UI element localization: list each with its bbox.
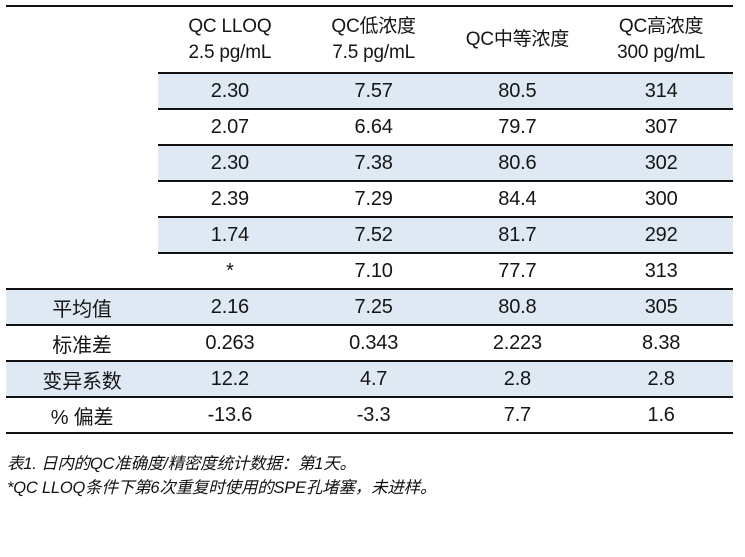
table-row: 2.39 7.29 84.4 300 xyxy=(6,182,733,218)
row-label: 变异系数 xyxy=(42,370,122,393)
row-values: 12.2 4.7 2.8 2.8 xyxy=(158,362,733,396)
row-values: * 7.10 77.7 313 xyxy=(158,254,733,288)
value-cell: 80.6 xyxy=(498,151,537,174)
value-cell: 1.6 xyxy=(647,403,675,426)
table-caption: 表1. 日内的QC准确度/精密度统计数据：第1天。 *QC LLOQ条件下第6次… xyxy=(7,452,727,500)
row-label xyxy=(6,146,158,182)
caption-footnote: *QC LLOQ条件下第6次重复时使用的SPE孔堵塞，未进样。 xyxy=(7,479,437,497)
table-row: 2.30 7.57 80.5 314 xyxy=(6,74,733,110)
table-row: 变异系数 12.2 4.7 2.8 2.8 xyxy=(6,362,733,398)
row-label xyxy=(6,110,158,146)
row-values: 2.16 7.25 80.8 305 xyxy=(158,290,733,324)
value-cell: 2.30 xyxy=(210,151,249,174)
value-cell: * xyxy=(226,259,234,282)
column-header-concentration: 2.5 pg/mL xyxy=(188,41,272,63)
value-cell: 8.38 xyxy=(642,331,681,354)
column-header-concentration: 7.5 pg/mL xyxy=(332,41,415,63)
table-row: 标准差 0.263 0.343 2.223 8.38 xyxy=(6,326,733,362)
value-cell: 7.52 xyxy=(354,223,393,246)
value-cell: 292 xyxy=(644,223,678,246)
value-cell: 2.30 xyxy=(210,79,249,102)
row-label xyxy=(6,254,158,288)
value-cell: 1.74 xyxy=(210,223,249,246)
caption-title: 表1. 日内的QC准确度/精密度统计数据：第1天。 xyxy=(7,455,356,473)
row-values: 2.07 6.64 79.7 307 xyxy=(158,110,733,146)
value-cell: 2.16 xyxy=(210,295,249,318)
value-cell: 2.8 xyxy=(647,367,675,390)
value-cell: -3.3 xyxy=(356,403,391,426)
value-cell: 80.5 xyxy=(498,79,537,102)
qc-statistics-table: QC LLOQ 2.5 pg/mL QC低浓度 7.5 pg/mL QC中等浓度… xyxy=(6,5,733,434)
row-values: 0.263 0.343 2.223 8.38 xyxy=(158,326,733,360)
value-cell: 302 xyxy=(644,151,678,174)
row-label: 标准差 xyxy=(52,334,112,357)
column-header-name: QC中等浓度 xyxy=(465,28,570,50)
value-cell: 2.223 xyxy=(492,331,542,354)
row-label xyxy=(6,74,158,110)
column-header-qc-lloq: QC LLOQ 2.5 pg/mL xyxy=(158,7,302,72)
value-cell: 84.4 xyxy=(498,187,537,210)
value-cell: 305 xyxy=(644,295,678,318)
column-header-qc-mid: QC中等浓度 xyxy=(446,7,590,72)
value-cell: 6.64 xyxy=(354,115,393,138)
column-header-name: QC LLOQ xyxy=(188,15,272,37)
row-values: 2.39 7.29 84.4 300 xyxy=(158,182,733,218)
value-cell: 0.343 xyxy=(349,331,399,354)
table-row: 平均值 2.16 7.25 80.8 305 xyxy=(6,290,733,326)
value-cell: 80.8 xyxy=(498,295,537,318)
value-cell: 81.7 xyxy=(498,223,537,246)
value-cell: 77.7 xyxy=(498,259,537,282)
value-cell: 7.29 xyxy=(354,187,393,210)
column-header-qc-low: QC低浓度 7.5 pg/mL xyxy=(302,7,446,72)
header-empty-cell xyxy=(6,7,158,74)
row-label: % 偏差 xyxy=(50,406,114,429)
value-cell: 7.7 xyxy=(503,403,531,426)
row-values: 2.30 7.38 80.6 302 xyxy=(158,146,733,182)
value-cell: 4.7 xyxy=(360,367,388,390)
value-cell: 300 xyxy=(644,187,678,210)
table-row: * 7.10 77.7 313 xyxy=(6,254,733,290)
row-label: 平均值 xyxy=(52,298,112,321)
column-header-name: QC低浓度 xyxy=(331,15,416,37)
value-cell: -13.6 xyxy=(207,403,253,426)
column-header-qc-high: QC高浓度 300 pg/mL xyxy=(589,7,733,72)
value-cell: 313 xyxy=(644,259,678,282)
table-row: 1.74 7.52 81.7 292 xyxy=(6,218,733,254)
value-cell: 7.38 xyxy=(354,151,393,174)
table-header-row: QC LLOQ 2.5 pg/mL QC低浓度 7.5 pg/mL QC中等浓度… xyxy=(6,7,733,74)
header-columns: QC LLOQ 2.5 pg/mL QC低浓度 7.5 pg/mL QC中等浓度… xyxy=(158,7,733,74)
value-cell: 2.07 xyxy=(210,115,249,138)
table-row: 2.30 7.38 80.6 302 xyxy=(6,146,733,182)
table-body: 2.30 7.57 80.5 314 2.07 6.64 79.7 307 2.30 7.38 80… xyxy=(6,74,733,434)
column-header-name: QC高浓度 xyxy=(618,15,704,37)
row-values: 1.74 7.52 81.7 292 xyxy=(158,218,733,254)
row-values: 2.30 7.57 80.5 314 xyxy=(158,74,733,110)
row-label xyxy=(6,182,158,218)
value-cell: 307 xyxy=(644,115,678,138)
value-cell: 2.39 xyxy=(210,187,249,210)
value-cell: 314 xyxy=(644,79,678,102)
value-cell: 12.2 xyxy=(210,367,249,390)
row-values: -13.6 -3.3 7.7 1.6 xyxy=(158,398,733,432)
value-cell: 7.10 xyxy=(354,259,393,282)
column-header-concentration: 300 pg/mL xyxy=(617,41,706,63)
value-cell: 7.25 xyxy=(354,295,393,318)
value-cell: 79.7 xyxy=(498,115,537,138)
value-cell: 7.57 xyxy=(354,79,393,102)
table-row: 2.07 6.64 79.7 307 xyxy=(6,110,733,146)
value-cell: 2.8 xyxy=(503,367,531,390)
table-row: % 偏差 -13.6 -3.3 7.7 1.6 xyxy=(6,398,733,434)
row-label xyxy=(6,218,158,254)
value-cell: 0.263 xyxy=(205,331,255,354)
